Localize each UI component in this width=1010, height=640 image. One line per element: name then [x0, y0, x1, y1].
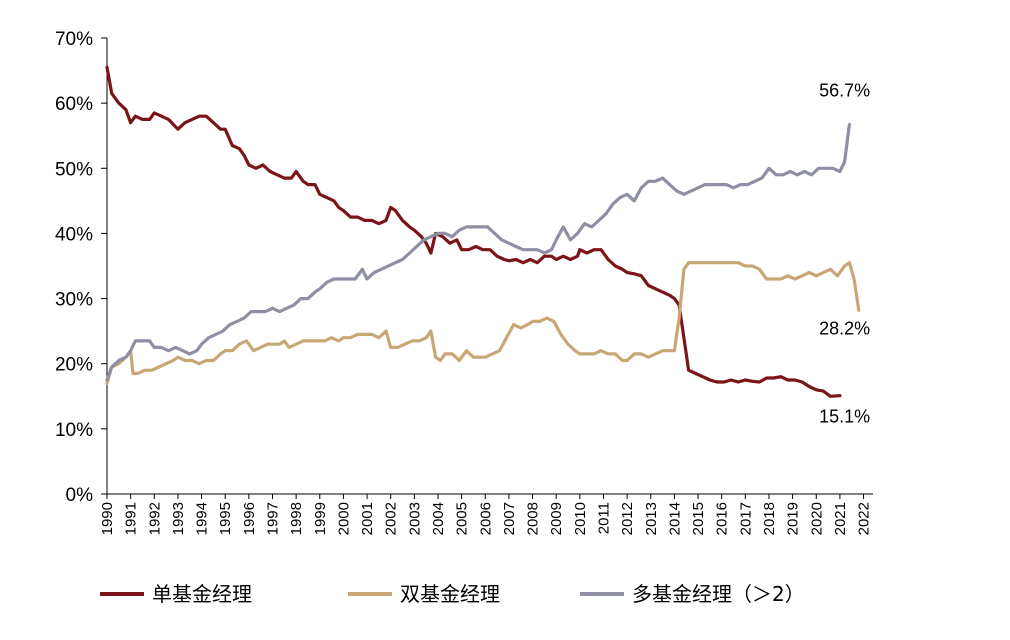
x-tick-label: 1998: [288, 502, 305, 535]
x-tick-label: 2016: [714, 502, 731, 535]
x-tick-label: 2020: [808, 502, 825, 535]
x-tick-label: 2000: [335, 502, 352, 535]
y-tick-label: 60%: [55, 94, 93, 115]
legend-label-1: 单基金经理: [152, 582, 252, 606]
x-tick-label: 2013: [643, 502, 660, 535]
series-line-3: [105, 123, 851, 382]
x-tick-label: 2006: [477, 502, 494, 535]
x-axis: 1990 1991 1992 1993 1994 1995 1996 1997 1998 1999…: [99, 493, 873, 535]
y-tick-label: 10%: [55, 420, 93, 441]
legend: 单基金经理 双基金经理 多基金经理（＞2）: [100, 582, 805, 606]
y-tick-label: 30%: [55, 290, 93, 311]
x-tick-label: 2004: [430, 502, 447, 535]
x-tick-label: 1997: [264, 502, 281, 535]
value-label: 56.7%: [819, 81, 870, 101]
x-tick-label: 2009: [548, 502, 565, 535]
x-tick-label: 2017: [737, 502, 754, 535]
x-tick-label: 1995: [217, 502, 234, 535]
x-tick-label: 2007: [501, 502, 518, 535]
x-tick-label: 1996: [241, 502, 258, 535]
series-layer: [105, 65, 861, 398]
x-tick-label: 1990: [99, 502, 116, 535]
x-tick-label: 2012: [619, 502, 636, 535]
x-tick-label: 2018: [761, 502, 778, 535]
y-tick-label: 40%: [55, 224, 93, 245]
y-tick-label: 70%: [55, 29, 93, 50]
x-tick-label: 1999: [312, 502, 329, 535]
x-tick-label: 1992: [146, 502, 163, 535]
x-tick-label: 2008: [525, 502, 542, 535]
y-tick-label: 50%: [55, 159, 93, 180]
value-label: 15.1%: [819, 406, 870, 426]
y-tick-label: 20%: [55, 355, 93, 376]
x-tick-label: 2015: [690, 502, 707, 535]
annotation-layer: 56.7% 28.2% 15.1%: [819, 81, 870, 427]
x-tick-label: 2014: [666, 502, 683, 535]
x-tick-label: 2011: [595, 502, 612, 534]
series-line-1: [105, 65, 842, 398]
x-tick-label: 2021: [832, 502, 849, 535]
legend-label-2: 双基金经理: [400, 582, 500, 606]
x-tick-label: 1993: [170, 502, 187, 535]
legend-label-3: 多基金经理（＞2）: [632, 582, 805, 606]
x-tick-label: 2005: [454, 502, 471, 535]
x-tick-label: 2003: [406, 502, 423, 535]
x-tick-label: 2002: [383, 502, 400, 535]
x-tick-label: 1994: [194, 502, 211, 535]
series-line-2: [105, 261, 861, 385]
value-label: 28.2%: [819, 318, 870, 338]
x-tick-label: 2019: [785, 502, 802, 535]
x-tick-label: 1991: [123, 502, 140, 535]
y-axis: 0% 10% 20% 30% 40% 50% 60% 70%: [55, 29, 108, 506]
x-tick-label: 2001: [359, 502, 376, 535]
x-tick-label: 2022: [856, 502, 873, 535]
y-tick-label: 0%: [66, 485, 94, 506]
x-tick-label: 2010: [572, 502, 589, 535]
